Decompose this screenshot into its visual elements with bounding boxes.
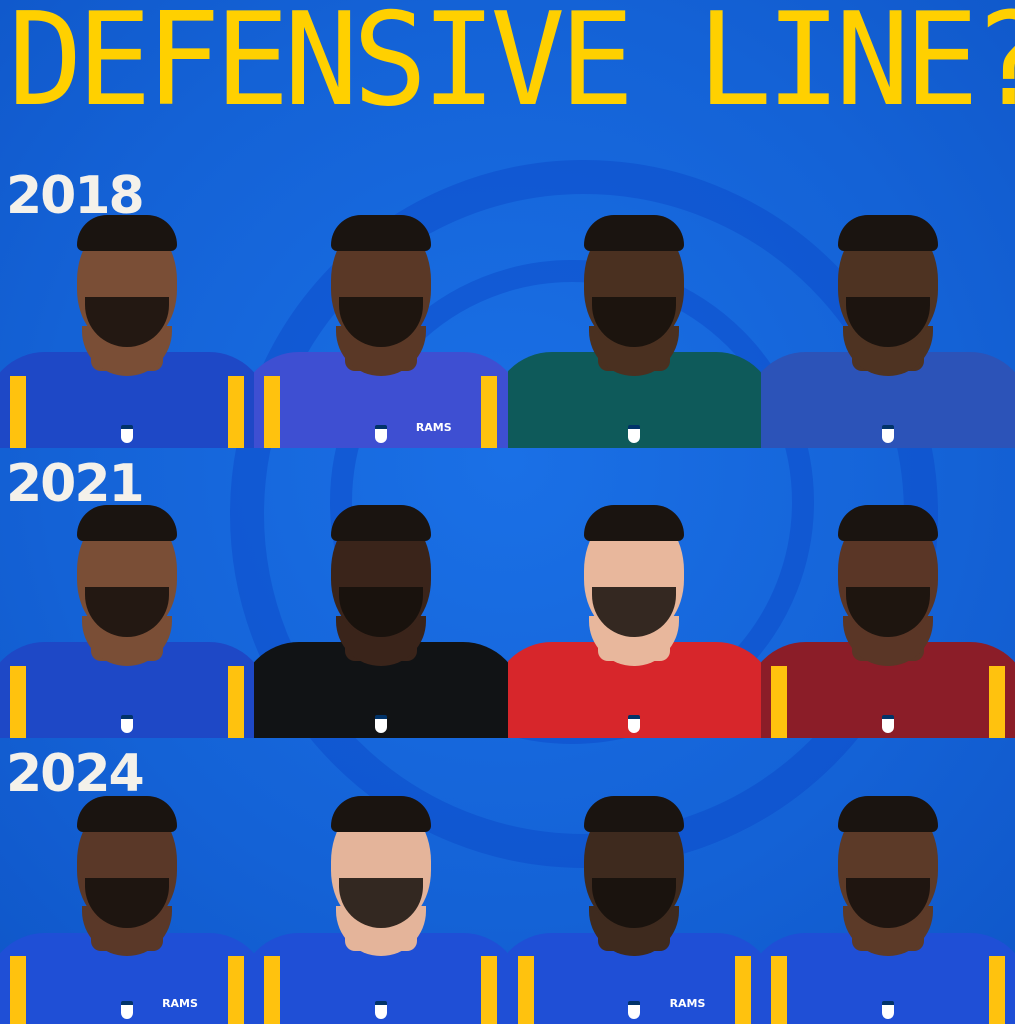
jersey-wordmark: RAMS (415, 420, 452, 434)
player-photo (761, 796, 1015, 1024)
shoulder-stripe (227, 376, 244, 448)
shoulder-stripe (481, 955, 498, 1024)
nfl-shield-icon (882, 1001, 895, 1020)
hair (76, 796, 177, 833)
hair (76, 505, 177, 542)
nfl-shield-icon (628, 715, 641, 734)
page-title: DEFENSIVE LINE? (8, 0, 1015, 135)
nfl-shield-icon (882, 715, 895, 734)
shoulder-stripe (735, 955, 752, 1024)
shoulder-stripe (227, 666, 244, 738)
hair (584, 505, 685, 542)
jersey-wordmark: RAMS (669, 997, 706, 1011)
nfl-shield-icon (374, 715, 387, 734)
shoulder-stripe (771, 955, 788, 1024)
hair (838, 505, 939, 542)
shoulder-stripe (10, 955, 27, 1024)
player-photo (507, 498, 762, 738)
hair (330, 505, 431, 542)
player-photo (253, 498, 508, 738)
hair (330, 796, 431, 833)
row-2021 (0, 498, 1015, 738)
hair (584, 796, 685, 833)
shoulder-stripe (481, 376, 498, 448)
year-label-2021: 2021 (6, 454, 145, 514)
shoulder-stripe (988, 666, 1005, 738)
shoulder-stripe (771, 666, 788, 738)
year-label-2024: 2024 (6, 744, 145, 804)
player-photo (761, 498, 1015, 738)
row-2018: RAMS (0, 208, 1015, 448)
jersey-wordmark: RAMS (162, 997, 198, 1011)
shoulder-stripe (10, 666, 27, 738)
nfl-shield-icon (120, 715, 133, 734)
shoulder-stripe (227, 955, 244, 1024)
player-photo: RAMS (253, 208, 508, 448)
player-photo (0, 208, 254, 448)
hair (838, 796, 939, 833)
nfl-shield-icon (628, 1001, 641, 1020)
nfl-shield-icon (628, 425, 641, 444)
nfl-shield-icon (374, 425, 387, 444)
player-photo (761, 208, 1015, 448)
hair (76, 215, 177, 252)
player-photo (253, 796, 508, 1024)
nfl-shield-icon (882, 425, 895, 444)
player-photo (507, 208, 762, 448)
hair (584, 215, 685, 252)
row-2024: RAMS RAMS (0, 796, 1015, 1024)
shoulder-stripe (263, 376, 280, 448)
shoulder-stripe (988, 955, 1005, 1024)
nfl-shield-icon (120, 425, 133, 444)
nfl-shield-icon (120, 1001, 133, 1020)
hair (838, 215, 939, 252)
nfl-shield-icon (374, 1001, 387, 1020)
shoulder-stripe (263, 955, 280, 1024)
hair (330, 215, 431, 252)
player-photo: RAMS (507, 796, 762, 1024)
shoulder-stripe (10, 376, 27, 448)
player-photo (0, 498, 254, 738)
player-photo: RAMS (0, 796, 254, 1024)
shoulder-stripe (517, 955, 534, 1024)
